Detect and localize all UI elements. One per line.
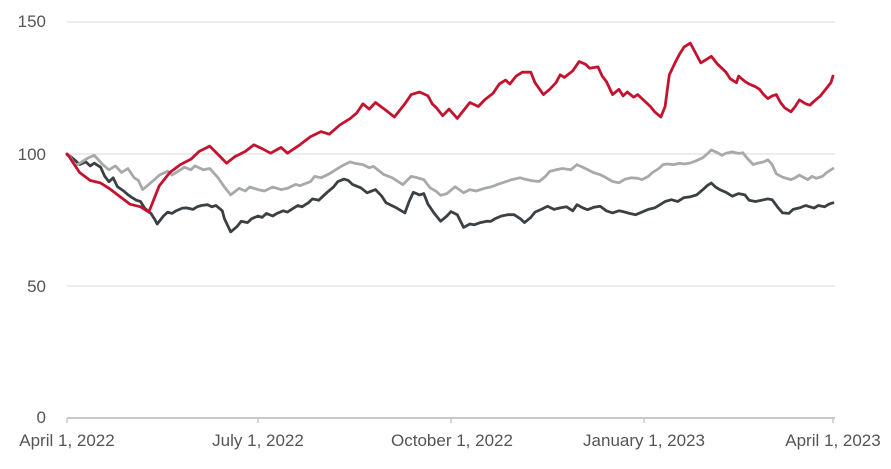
x-axis-tick-label-jul-2022: July 1, 2022 xyxy=(212,431,304,450)
x-axis-tick-label-apr-2022: April 1, 2022 xyxy=(19,431,115,450)
y-axis-tick-label-150: 150 xyxy=(17,12,46,31)
y-axis-tick-label-100: 100 xyxy=(17,145,46,164)
x-axis-tick-label-oct-2022: October 1, 2022 xyxy=(391,431,513,450)
red-series-line xyxy=(65,41,835,214)
light-gray-series-line xyxy=(65,148,835,197)
dark-gray-series-line xyxy=(65,153,835,234)
y-axis-tick-label-50: 50 xyxy=(27,277,46,296)
x-axis-tick-label-jan-2023: January 1, 2023 xyxy=(583,431,705,450)
x-axis-tick-label-apr-2023: April 1, 2023 xyxy=(785,431,881,450)
y-axis-tick-label-0: 0 xyxy=(36,408,46,427)
